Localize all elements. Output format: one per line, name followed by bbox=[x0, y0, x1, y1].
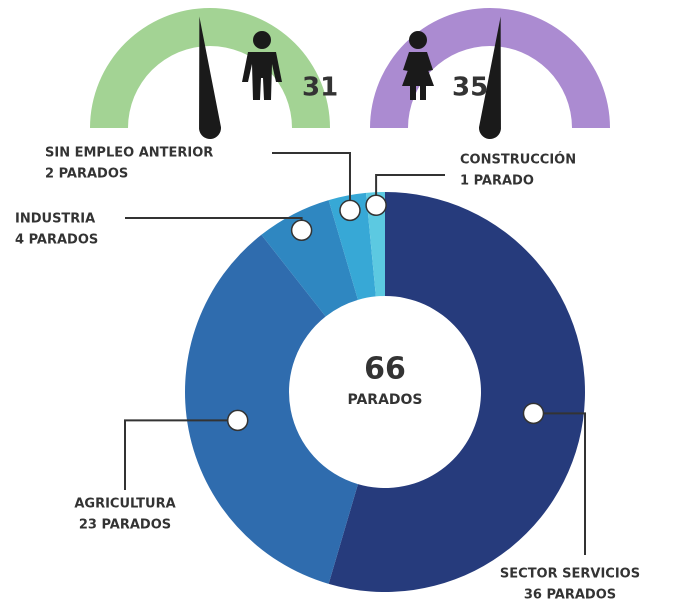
category-label: AGRICULTURA bbox=[74, 497, 175, 512]
gauge-arc bbox=[370, 8, 610, 128]
donut-segment bbox=[184, 234, 358, 584]
center-value: 66 bbox=[364, 352, 406, 387]
gauge-needle bbox=[479, 16, 501, 140]
donut-segment bbox=[328, 191, 586, 592]
segment-marker bbox=[290, 219, 313, 241]
icon-body bbox=[242, 52, 282, 100]
donut-segment bbox=[365, 192, 385, 297]
donut-segment bbox=[328, 192, 376, 300]
value-label: 23 PARADOS bbox=[79, 518, 171, 533]
icon-head bbox=[253, 31, 271, 49]
segment-marker bbox=[365, 194, 387, 216]
leader-line bbox=[124, 419, 238, 490]
value-label: 36 PARADOS bbox=[524, 588, 616, 602]
gauge-value: 35 bbox=[452, 73, 488, 103]
value-label: 1 PARADO bbox=[460, 174, 534, 189]
icon-body bbox=[402, 52, 434, 100]
category-label: INDUSTRIA bbox=[15, 212, 95, 227]
gauge-needle bbox=[199, 16, 221, 140]
segment-marker bbox=[522, 402, 545, 425]
gauge-value: 31 bbox=[302, 73, 338, 103]
category-label: CONSTRUCCIÓN bbox=[460, 152, 576, 168]
segment-marker bbox=[339, 199, 361, 222]
center-label: PARADOS bbox=[347, 392, 422, 408]
value-label: 4 PARADOS bbox=[15, 233, 98, 248]
segment-marker bbox=[226, 409, 249, 432]
female-icon bbox=[402, 31, 434, 100]
value-label: 2 PARADOS bbox=[45, 167, 128, 182]
leader-line bbox=[533, 412, 586, 555]
icon-head bbox=[409, 31, 427, 49]
male-icon bbox=[242, 31, 282, 100]
donut-segment bbox=[261, 200, 358, 317]
category-label: SECTOR SERVICIOS bbox=[500, 567, 640, 582]
leader-line bbox=[272, 152, 351, 211]
category-label: SIN EMPLEO ANTERIOR bbox=[45, 146, 213, 161]
